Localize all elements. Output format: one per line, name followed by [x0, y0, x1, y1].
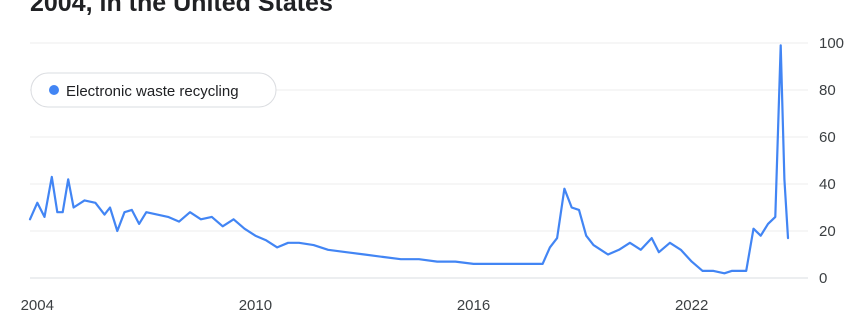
x-tick-label: 2022 — [675, 297, 708, 314]
x-tick-label: 2004 — [21, 297, 54, 314]
x-tick-label: 2016 — [457, 297, 490, 314]
legend-box — [30, 72, 277, 108]
y-tick-label: 80 — [819, 82, 836, 99]
y-tick-label: 40 — [819, 176, 836, 193]
legend-label: Electronic waste recycling — [66, 83, 239, 100]
x-axis-ticks: 2004 2010 2016 2022 — [21, 297, 709, 314]
y-tick-label: 60 — [819, 129, 836, 146]
y-tick-label: 0 — [819, 270, 827, 287]
y-tick-label: 100 — [819, 35, 844, 52]
y-tick-label: 20 — [819, 223, 836, 240]
series-line-electronic-waste-recycling — [28, 44, 790, 275]
legend[interactable]: Electronic waste recycling — [30, 72, 277, 108]
y-axis-ticks: 0 20 40 60 80 100 — [819, 35, 844, 287]
chart-title: 2004, in the United States — [30, 0, 333, 17]
x-tick-label: 2010 — [239, 297, 272, 314]
legend-marker — [49, 85, 59, 95]
